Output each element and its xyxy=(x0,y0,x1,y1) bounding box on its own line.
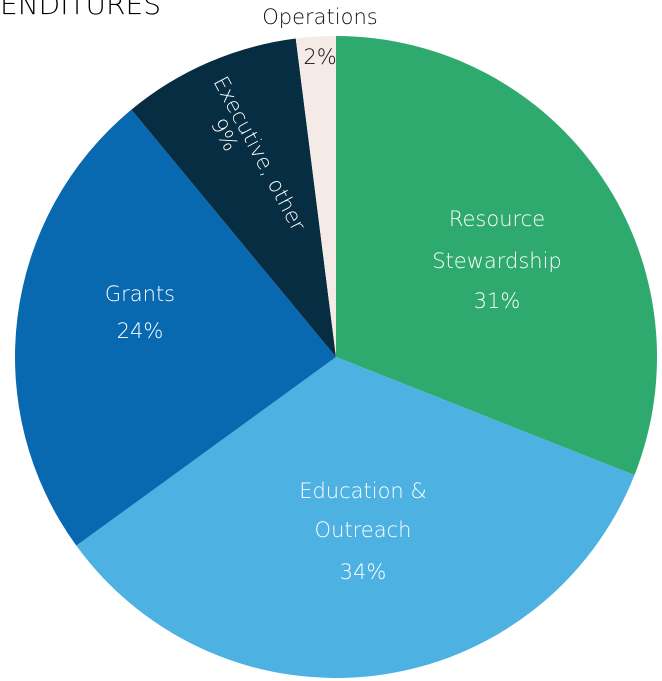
category-label: Outreach xyxy=(315,518,412,542)
chart-title: ENDITURES xyxy=(0,0,161,21)
slice-label: Education & Outreach 34% xyxy=(299,479,427,584)
slice-label: Resource Stewardship 31% xyxy=(432,207,562,313)
pie-slice xyxy=(76,357,635,678)
category-label: Operations xyxy=(262,5,377,29)
category-label: Education & xyxy=(299,479,427,503)
category-label: Resource xyxy=(449,207,545,231)
pie-slice xyxy=(295,36,336,357)
value-label: 2% xyxy=(303,45,336,69)
slice-label: Operations 2% xyxy=(262,5,377,69)
value-label: 24% xyxy=(117,319,164,343)
value-label: 34% xyxy=(340,560,387,584)
pie-slice xyxy=(14,109,336,546)
category-label: Stewardship xyxy=(432,249,562,273)
value-label: 31% xyxy=(474,289,521,313)
slice-label: Grants 24% xyxy=(105,282,175,343)
pie-slice xyxy=(131,38,336,357)
category-label: Grants xyxy=(105,282,175,306)
pie-slice xyxy=(336,36,657,476)
